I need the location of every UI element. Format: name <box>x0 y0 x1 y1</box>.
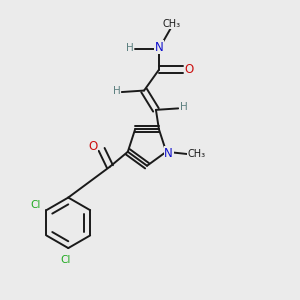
Text: N: N <box>164 147 173 160</box>
Text: H: H <box>112 86 120 96</box>
Text: CH₃: CH₃ <box>163 19 181 29</box>
Text: O: O <box>184 63 194 76</box>
Text: O: O <box>88 140 98 153</box>
Text: Cl: Cl <box>60 255 70 265</box>
Text: N: N <box>154 41 163 54</box>
Text: CH₃: CH₃ <box>188 149 206 159</box>
Text: H: H <box>126 44 134 53</box>
Text: Cl: Cl <box>30 200 40 210</box>
Text: H: H <box>180 103 188 112</box>
